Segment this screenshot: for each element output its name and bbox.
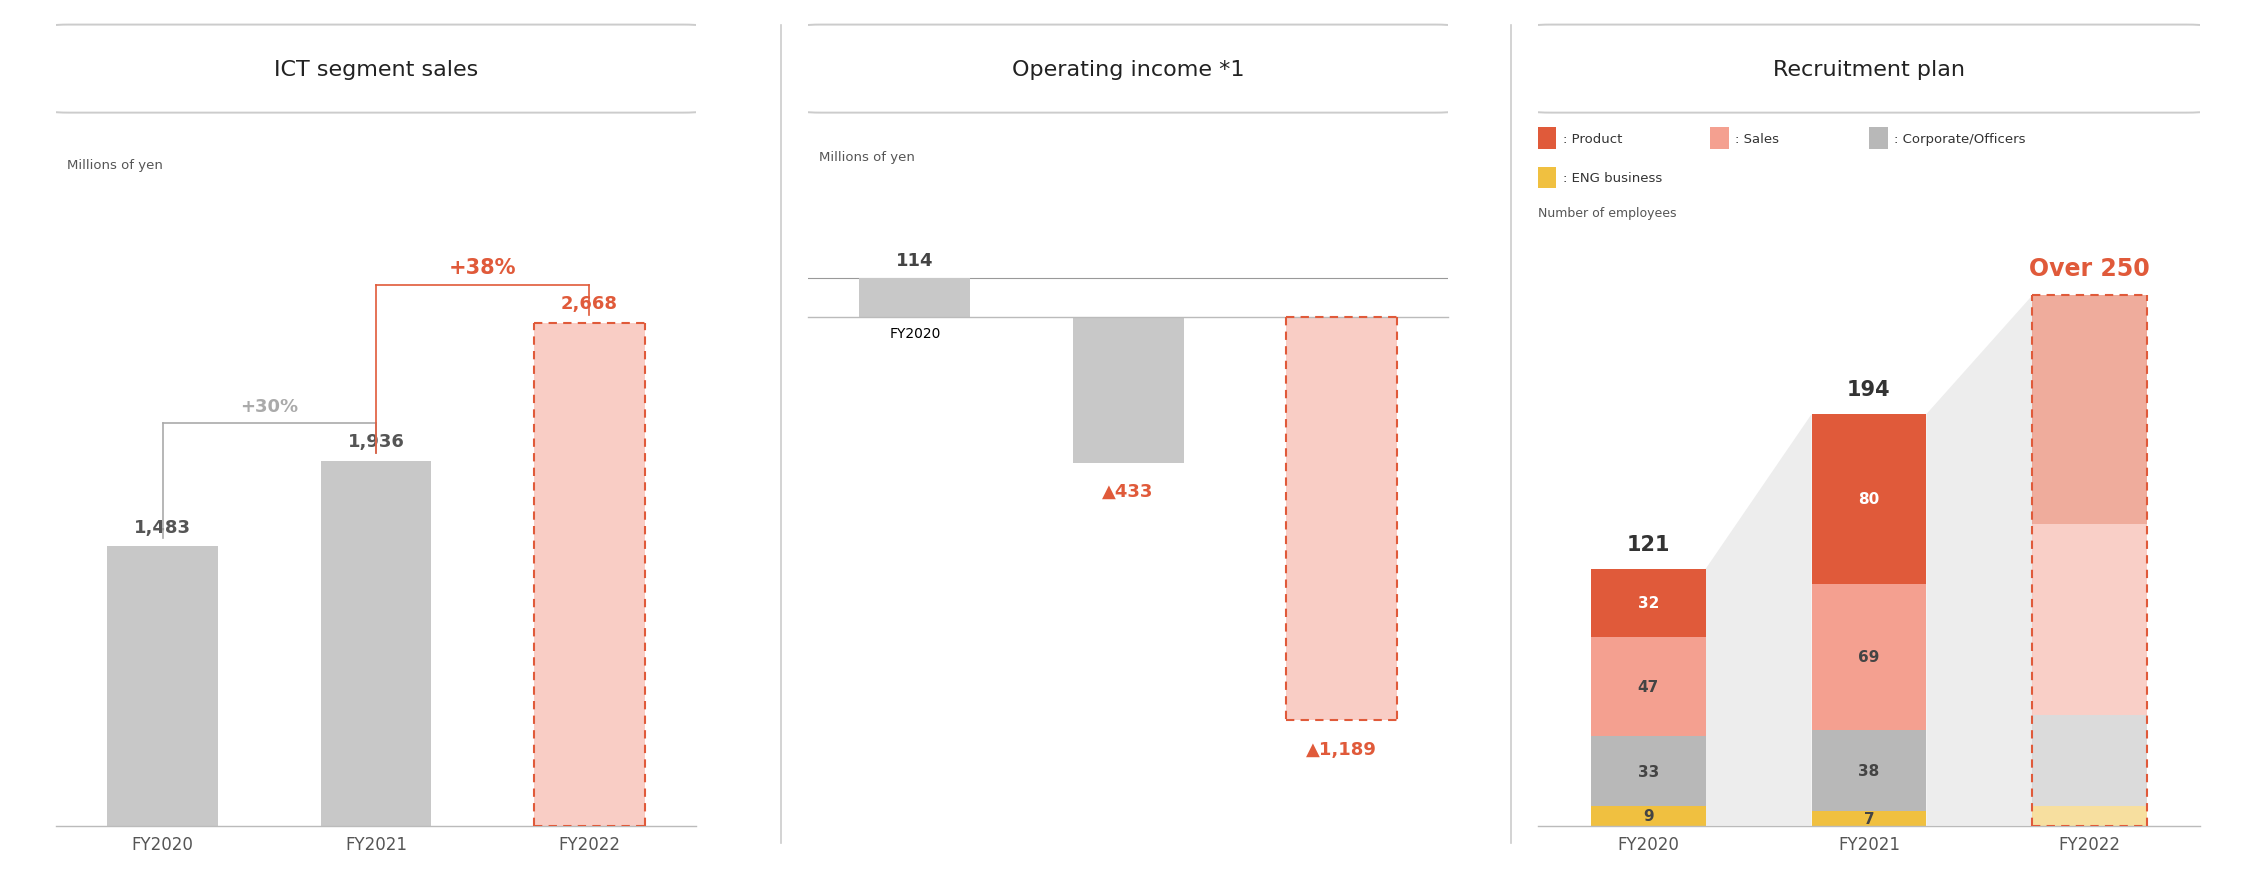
- Text: Millions of yen: Millions of yen: [819, 151, 914, 164]
- Text: Over 250: Over 250: [2029, 257, 2151, 282]
- Bar: [1812, 584, 1926, 730]
- Polygon shape: [1706, 415, 1812, 826]
- Text: 2,668: 2,668: [561, 295, 617, 313]
- Text: +30%: +30%: [240, 398, 299, 416]
- Text: 32: 32: [1637, 595, 1659, 611]
- Bar: [1538, 129, 1556, 150]
- Bar: [860, 279, 970, 317]
- Bar: [1711, 129, 1729, 150]
- FancyBboxPatch shape: [1524, 25, 2214, 114]
- Bar: [1592, 637, 1706, 737]
- Bar: [1286, 317, 1396, 720]
- Text: 194: 194: [1848, 380, 1890, 400]
- Text: 1,483: 1,483: [135, 518, 191, 536]
- Text: 9: 9: [1643, 808, 1655, 824]
- Text: 47: 47: [1637, 680, 1659, 694]
- Bar: [1073, 317, 1183, 464]
- Text: 1,936: 1,936: [348, 433, 404, 451]
- Text: 80: 80: [1859, 492, 1879, 507]
- Bar: [1592, 737, 1706, 806]
- Bar: [534, 323, 644, 826]
- Bar: [1868, 129, 1888, 150]
- Text: ▲433: ▲433: [1102, 482, 1154, 501]
- Bar: [2032, 525, 2146, 715]
- Text: 33: 33: [1637, 764, 1659, 779]
- Text: 7: 7: [1863, 811, 1875, 826]
- Text: Recruitment plan: Recruitment plan: [1774, 60, 1964, 79]
- Text: : Sales: : Sales: [1735, 133, 1780, 146]
- Bar: [108, 547, 218, 826]
- Bar: [1538, 168, 1556, 189]
- Bar: [2032, 806, 2146, 826]
- Text: : ENG business: : ENG business: [1563, 172, 1661, 185]
- Bar: [321, 461, 431, 826]
- Polygon shape: [1926, 296, 2032, 826]
- Text: ▲1,189: ▲1,189: [1307, 740, 1376, 759]
- Text: Operating income *1: Operating income *1: [1012, 60, 1244, 79]
- Bar: [2032, 296, 2146, 525]
- Text: : Product: : Product: [1563, 133, 1623, 146]
- Text: 114: 114: [896, 252, 934, 270]
- Text: 38: 38: [1859, 763, 1879, 778]
- Text: 69: 69: [1859, 650, 1879, 665]
- FancyBboxPatch shape: [43, 25, 709, 114]
- Text: : Corporate/Officers: : Corporate/Officers: [1895, 133, 2025, 146]
- Bar: [1812, 730, 1926, 811]
- Text: Millions of yen: Millions of yen: [67, 159, 162, 172]
- Bar: [2032, 715, 2146, 806]
- Bar: [1812, 415, 1926, 584]
- Bar: [1812, 811, 1926, 826]
- Text: 121: 121: [1625, 534, 1670, 554]
- Bar: [1592, 569, 1706, 637]
- Text: +38%: +38%: [449, 258, 516, 278]
- Text: Number of employees: Number of employees: [1538, 207, 1677, 219]
- Text: ICT segment sales: ICT segment sales: [274, 60, 478, 79]
- Bar: [1592, 806, 1706, 826]
- FancyBboxPatch shape: [795, 25, 1461, 114]
